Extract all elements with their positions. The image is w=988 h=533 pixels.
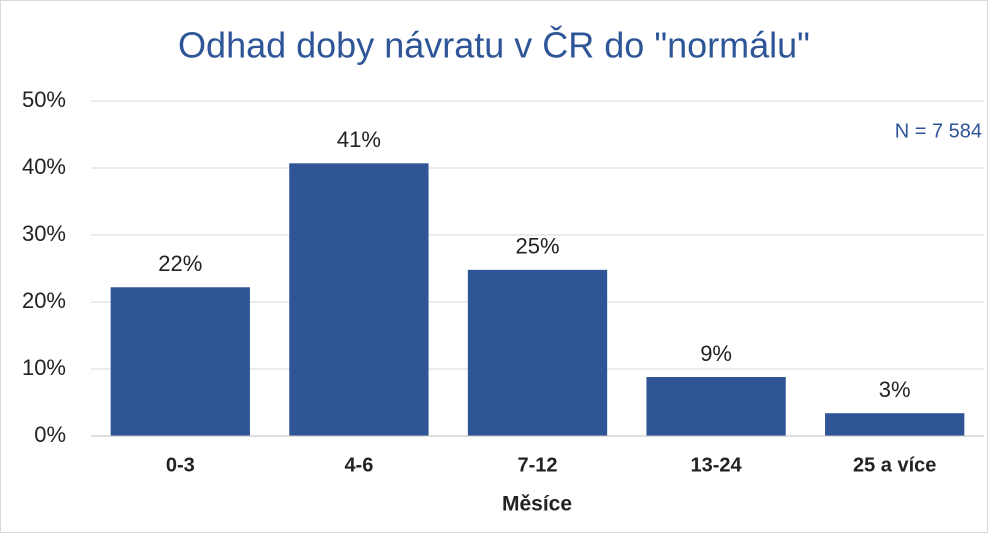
y-tick-label: 0% [34, 422, 66, 447]
x-axis-label: Měsíce [502, 493, 572, 516]
y-tick-label: 10% [22, 355, 66, 380]
bar [646, 377, 786, 436]
annotation: N = 7 584 [895, 120, 982, 142]
y-tick-label: 50% [22, 87, 66, 112]
x-tick-label: 0-3 [166, 454, 195, 476]
y-tick-label: 20% [22, 288, 66, 313]
y-tick-label: 30% [22, 221, 66, 246]
value-label: 9% [700, 341, 732, 366]
x-tick-label: 13-24 [691, 454, 743, 476]
value-label: 3% [879, 377, 911, 402]
value-label: 41% [337, 127, 381, 152]
value-label: 22% [158, 251, 202, 276]
x-tick-label: 25 a více [853, 454, 936, 476]
y-tick-label: 40% [22, 154, 66, 179]
chart-title: Odhad doby návratu v ČR do "normálu" [178, 25, 810, 66]
bar [110, 287, 250, 436]
bar [289, 163, 429, 436]
x-tick-label: 7-12 [517, 454, 557, 476]
bar [825, 413, 965, 436]
x-tick-label: 4-6 [344, 454, 373, 476]
value-label: 25% [515, 234, 559, 259]
bar [467, 269, 608, 436]
